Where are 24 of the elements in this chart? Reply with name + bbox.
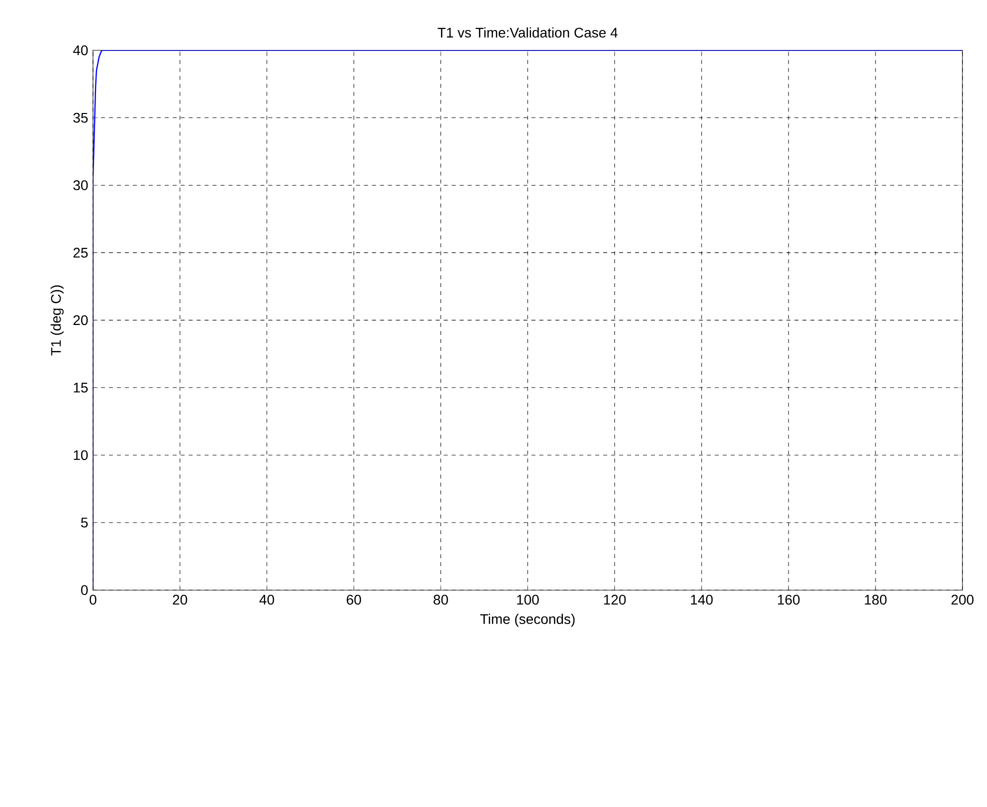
x-tick-label: 40 <box>259 594 274 605</box>
y-tick-label: 5 <box>81 518 88 528</box>
y-tick-label: 15 <box>74 382 88 392</box>
x-tick-label: 80 <box>434 594 448 605</box>
y-tick-label: 20 <box>73 315 88 326</box>
line-series <box>92 50 962 590</box>
x-tick-label: 180 <box>864 594 887 605</box>
chart-title: T1 vs Time:Validation Case 4 <box>438 27 618 38</box>
x-tick-label: 0 <box>90 594 96 605</box>
x-tick-label: 140 <box>691 594 713 605</box>
y-tick-label: 40 <box>73 45 88 56</box>
x-tick-label: 120 <box>604 594 626 605</box>
y-tick-label: 30 <box>73 180 88 190</box>
y-tick-label: 25 <box>73 248 88 258</box>
y-axis-title: T1 (deg C)) <box>50 285 64 356</box>
x-tick-label: 60 <box>346 594 362 605</box>
x-tick-label: 20 <box>172 594 188 605</box>
x-axis-title: Time (seconds) <box>480 614 575 627</box>
y-tick-label: 35 <box>73 112 88 123</box>
x-tick-label: 100 <box>517 594 539 605</box>
x-tick-label: 160 <box>778 594 800 605</box>
y-tick-label: 10 <box>74 450 88 460</box>
y-tick-label: 0 <box>81 585 88 595</box>
x-tick-label: 200 <box>952 594 974 605</box>
